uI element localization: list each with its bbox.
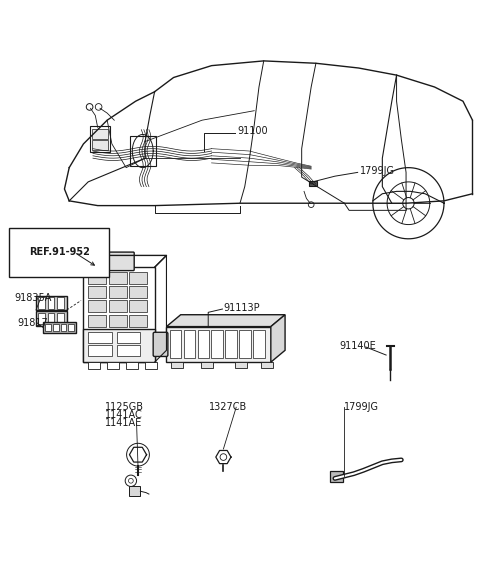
Bar	[43, 322, 76, 333]
Bar	[170, 331, 181, 359]
Text: 1799JG: 1799JG	[344, 402, 379, 412]
Bar	[68, 324, 74, 331]
Bar	[167, 327, 271, 362]
Text: 91113P: 91113P	[223, 303, 260, 313]
Text: 1125GB: 1125GB	[105, 402, 144, 412]
Bar	[88, 345, 112, 356]
Polygon shape	[167, 315, 285, 327]
Bar	[184, 331, 195, 359]
Bar	[129, 300, 147, 313]
Bar	[117, 332, 140, 343]
Text: 1141AE: 1141AE	[105, 418, 142, 428]
Bar	[88, 315, 107, 327]
FancyBboxPatch shape	[130, 136, 156, 166]
Bar	[309, 181, 317, 186]
Bar	[129, 286, 147, 298]
Bar	[109, 272, 127, 284]
Bar	[88, 300, 107, 313]
Text: 91140E: 91140E	[340, 340, 376, 350]
Bar	[38, 313, 45, 324]
Bar	[36, 311, 67, 326]
Bar	[57, 313, 64, 324]
Text: 91817: 91817	[17, 318, 48, 328]
Text: 1327CB: 1327CB	[209, 402, 247, 412]
Bar	[126, 362, 138, 370]
Bar	[84, 267, 155, 362]
Bar	[129, 487, 140, 496]
Bar	[57, 297, 64, 308]
Bar	[117, 345, 140, 356]
Bar	[88, 286, 107, 298]
Bar	[109, 286, 127, 298]
Bar	[109, 315, 127, 327]
Bar	[107, 362, 119, 370]
Bar	[109, 300, 127, 313]
Bar	[48, 297, 55, 308]
FancyBboxPatch shape	[90, 126, 110, 152]
Bar	[129, 272, 147, 284]
Bar	[53, 324, 59, 331]
Bar	[226, 331, 237, 359]
Bar	[88, 362, 100, 370]
Bar	[253, 331, 264, 359]
Text: 91835A: 91835A	[14, 293, 52, 303]
Bar	[129, 315, 147, 327]
Text: 1141AC: 1141AC	[105, 410, 143, 420]
Text: 91110C: 91110C	[57, 261, 95, 271]
Bar	[88, 272, 107, 284]
Polygon shape	[271, 315, 285, 362]
Bar	[145, 362, 157, 370]
FancyBboxPatch shape	[93, 140, 108, 150]
Bar	[239, 331, 251, 359]
Bar	[84, 329, 155, 362]
Bar	[198, 331, 209, 359]
Bar	[212, 331, 223, 359]
Bar	[36, 296, 67, 310]
Bar	[48, 313, 55, 324]
Bar	[330, 471, 343, 482]
Bar	[235, 362, 247, 368]
FancyBboxPatch shape	[104, 252, 134, 271]
FancyBboxPatch shape	[93, 129, 108, 139]
Bar	[201, 362, 213, 368]
Text: 1799JG: 1799JG	[360, 166, 395, 176]
Bar	[60, 324, 66, 331]
FancyBboxPatch shape	[153, 332, 168, 356]
Bar	[46, 324, 51, 331]
Bar	[261, 362, 273, 368]
Text: REF.91-952: REF.91-952	[29, 247, 90, 257]
Text: 91100: 91100	[238, 126, 268, 136]
Bar	[88, 332, 112, 343]
Bar	[171, 362, 183, 368]
Bar	[38, 297, 45, 308]
